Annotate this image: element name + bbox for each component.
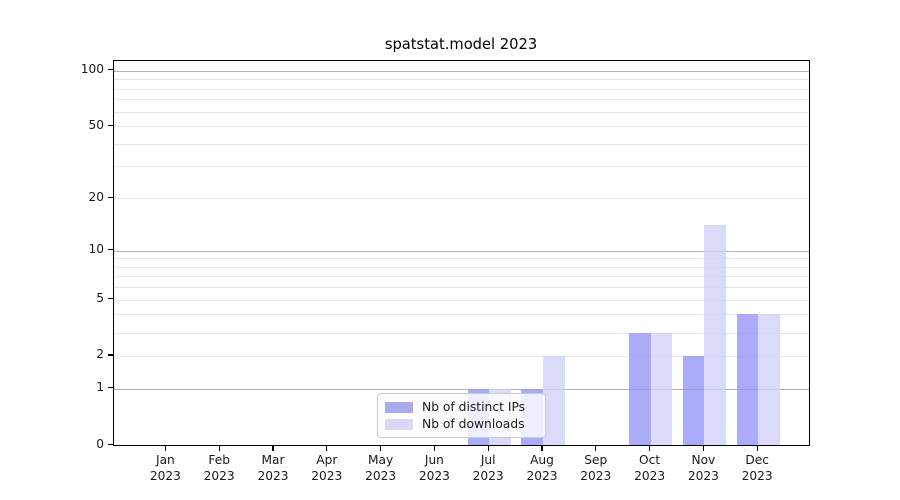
gridline-minor-3 [114, 332, 809, 334]
bar-aug-downloads [543, 355, 565, 445]
y-tick-mark-0 [108, 443, 113, 445]
bar-oct-ips [629, 332, 651, 445]
gridline-major-10 [114, 250, 809, 252]
x-tick-label-apr: Apr 2023 [311, 453, 343, 483]
x-tick-mark-feb [218, 445, 220, 451]
bar-nov-downloads [704, 225, 726, 445]
y-tick-mark-1 [108, 387, 113, 389]
gridline-minor-80 [114, 88, 809, 90]
y-tick-mark-10 [108, 249, 113, 251]
gridline-major-100 [114, 70, 809, 72]
y-tick-mark-100 [108, 69, 113, 71]
x-tick-mark-mar [272, 445, 274, 451]
legend-row-downloads: Nb of downloads [385, 417, 545, 431]
plot-area [113, 60, 810, 446]
gridline-minor-6 [114, 287, 809, 289]
chart-title: spatstat.model 2023 [384, 36, 538, 53]
legend-label-distinct-ips: Nb of distinct IPs [422, 400, 526, 414]
gridline-minor-5 [114, 299, 809, 301]
x-tick-label-feb: Feb 2023 [203, 453, 235, 483]
x-tick-mark-oct [649, 445, 651, 451]
bar-oct-downloads [650, 332, 673, 445]
gridline-minor-7 [114, 276, 809, 278]
y-tick-label-50: 50 [88, 117, 104, 132]
x-tick-mark-dec [756, 445, 758, 451]
y-tick-label-100: 100 [80, 62, 104, 77]
x-tick-mark-sep [595, 445, 597, 451]
gridline-minor-4 [114, 314, 809, 316]
x-tick-label-may: May 2023 [365, 453, 397, 483]
legend-swatch-downloads [385, 418, 413, 430]
gridline-minor-30 [114, 166, 809, 168]
x-tick-label-jul: Jul 2023 [472, 453, 504, 483]
x-tick-mark-may [380, 445, 382, 451]
x-tick-label-sep: Sep 2023 [580, 453, 612, 483]
y-tick-label-10: 10 [88, 242, 104, 256]
bar-dec-ips [736, 314, 759, 445]
x-tick-label-dec: Dec 2023 [741, 453, 773, 483]
gridline-minor-20 [114, 198, 809, 199]
x-tick-label-jan: Jan 2023 [149, 453, 181, 483]
y-tick-mark-50 [108, 124, 113, 126]
y-tick-mark-5 [108, 298, 113, 300]
x-tick-label-aug: Aug 2023 [526, 453, 558, 483]
y-tick-mark-2 [108, 354, 113, 356]
x-tick-mark-jan [164, 445, 166, 451]
gridline-minor-70 [114, 99, 809, 101]
gridline-minor-50 [114, 126, 809, 127]
y-tick-label-2: 2 [96, 347, 104, 362]
x-tick-mark-nov [702, 445, 704, 451]
gridline-minor-9 [114, 258, 809, 260]
legend-label-downloads: Nb of downloads [422, 417, 525, 431]
legend-row-distinct-ips: Nb of distinct IPs [385, 400, 545, 414]
gridline-minor-2 [114, 355, 809, 357]
gridline-minor-60 [114, 111, 809, 113]
gridline-major-1 [114, 388, 809, 390]
x-tick-label-mar: Mar 2023 [257, 453, 289, 483]
legend-swatch-distinct-ips [385, 401, 413, 413]
x-tick-label-jun: Jun 2023 [418, 453, 450, 483]
y-tick-label-0: 0 [96, 436, 104, 451]
x-tick-mark-apr [326, 445, 328, 451]
x-tick-mark-jun [433, 445, 435, 451]
gridline-minor-40 [114, 143, 809, 145]
gridline-minor-90 [114, 79, 809, 81]
gridline-minor-8 [114, 266, 809, 268]
bar-dec-downloads [758, 314, 780, 445]
x-tick-mark-jul [487, 445, 489, 451]
legend: Nb of distinct IPs Nb of downloads [377, 393, 546, 438]
x-tick-label-nov: Nov 2023 [687, 453, 719, 483]
x-tick-label-oct: Oct 2023 [634, 453, 666, 483]
y-tick-label-20: 20 [88, 189, 104, 204]
y-tick-mark-20 [108, 196, 113, 198]
y-tick-label-1: 1 [96, 380, 104, 395]
y-tick-label-5: 5 [96, 291, 104, 306]
bar-nov-ips [682, 355, 705, 445]
x-tick-mark-aug [541, 445, 543, 451]
